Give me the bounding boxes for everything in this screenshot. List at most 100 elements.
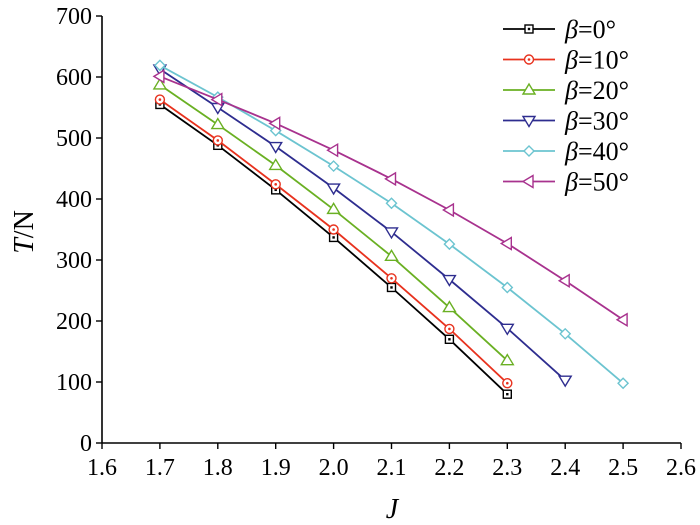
data-point — [501, 281, 514, 294]
series-layer — [152, 59, 630, 399]
series-line — [159, 68, 566, 381]
series-5 — [152, 69, 628, 328]
data-point-center — [448, 338, 451, 341]
legend-item: β=30° — [503, 107, 629, 136]
data-point — [153, 59, 166, 72]
data-point — [557, 375, 573, 388]
legend-symbol: β — [564, 15, 578, 44]
legend-item: β=20° — [503, 76, 629, 105]
data-point — [384, 171, 397, 187]
legend-marker — [521, 174, 534, 189]
y-axis-title-symbol: T — [9, 236, 40, 254]
data-point — [442, 274, 457, 287]
x-tick-label: 2.1 — [377, 455, 407, 481]
y-axis-title: T/N — [9, 210, 40, 254]
data-point — [326, 202, 341, 215]
data-point — [500, 323, 515, 336]
legend-value: =30° — [578, 107, 629, 136]
x-tick-label: 2.2 — [434, 455, 464, 481]
x-tick-label: 2.5 — [608, 455, 638, 481]
data-point-center — [448, 327, 451, 331]
legend-symbol: β — [564, 107, 578, 136]
data-point — [268, 116, 281, 131]
legend-label: β=0° — [564, 15, 616, 44]
legend-value: =10° — [578, 46, 629, 75]
y-tick-label: 100 — [56, 370, 92, 396]
data-point-center — [390, 277, 393, 280]
x-tick-label: 2.6 — [666, 455, 696, 481]
y-tick-label: 600 — [56, 65, 92, 91]
data-point-center — [274, 183, 278, 186]
data-point — [268, 158, 283, 171]
x-tick-label: 1.7 — [145, 455, 175, 481]
data-point — [617, 377, 630, 390]
legend-marker-center — [527, 27, 531, 31]
data-point — [326, 142, 339, 158]
data-point-center — [216, 139, 220, 142]
y-tick-label: 300 — [56, 248, 92, 274]
data-point — [500, 353, 515, 366]
legend-symbol: β — [564, 46, 578, 75]
data-point — [326, 183, 341, 196]
legend: β=0°β=10°β=20°β=30°β=40°β=50° — [503, 15, 629, 197]
series-line — [159, 64, 624, 384]
y-tick-label: 400 — [56, 187, 92, 213]
series-1 — [154, 94, 513, 389]
data-point — [615, 312, 628, 328]
legend-marker — [521, 82, 537, 95]
data-point — [385, 197, 398, 210]
series-3 — [152, 64, 573, 388]
data-point — [152, 69, 165, 84]
data-point-center — [506, 393, 509, 396]
legend-symbol: β — [564, 137, 578, 166]
legend-symbol: β — [564, 76, 578, 105]
legend-value: =40° — [578, 137, 629, 166]
legend-item: β=50° — [503, 168, 629, 197]
x-tick-label: 1.9 — [261, 455, 291, 481]
data-point — [442, 300, 457, 313]
data-point — [557, 273, 570, 288]
y-tick-label: 700 — [56, 4, 92, 30]
data-point — [499, 236, 512, 251]
data-point-center — [332, 228, 335, 231]
data-point — [210, 92, 223, 107]
legend-marker — [521, 115, 537, 128]
x-axis-title: J — [386, 494, 400, 525]
axes: 1.6 1.7 1.8 1.9 2.0 2.1 2.2 2.3 2.4 2.5 2.6 0 100 200… — [56, 4, 696, 481]
legend-value: =20° — [578, 76, 629, 105]
data-point — [559, 327, 572, 340]
data-point — [384, 248, 399, 262]
legend-label: β=20° — [564, 76, 629, 105]
series-2 — [152, 77, 515, 366]
legend-label: β=50° — [564, 168, 629, 197]
x-tick-label: 2.3 — [492, 455, 522, 481]
y-tick-label: 500 — [56, 126, 92, 152]
legend-label: β=10° — [564, 46, 629, 75]
data-point-center — [274, 188, 277, 192]
legend-label: β=30° — [564, 107, 629, 136]
y-axis-title-unit: /N — [9, 210, 40, 238]
data-point-center — [390, 286, 393, 289]
data-point-center — [158, 98, 162, 101]
series-4 — [153, 59, 630, 390]
data-point — [327, 160, 340, 173]
x-tick-label: 1.6 — [87, 455, 117, 481]
y-tick-label: 200 — [56, 309, 92, 335]
data-point — [268, 141, 283, 154]
y-tick-label: 0 — [80, 431, 92, 457]
legend-item: β=40° — [503, 137, 629, 166]
legend-label: β=40° — [564, 137, 629, 166]
series-line — [159, 84, 508, 362]
legend-marker-center — [527, 58, 531, 61]
data-point — [152, 77, 168, 90]
legend-value: =0° — [578, 15, 616, 44]
x-tick-label: 1.8 — [203, 455, 233, 481]
legend-item: β=0° — [503, 15, 616, 44]
legend-marker — [523, 145, 535, 157]
data-point — [384, 227, 399, 240]
data-point-center — [332, 236, 335, 239]
data-point — [210, 117, 226, 130]
legend-item: β=10° — [503, 46, 629, 75]
data-point-center — [506, 381, 509, 385]
